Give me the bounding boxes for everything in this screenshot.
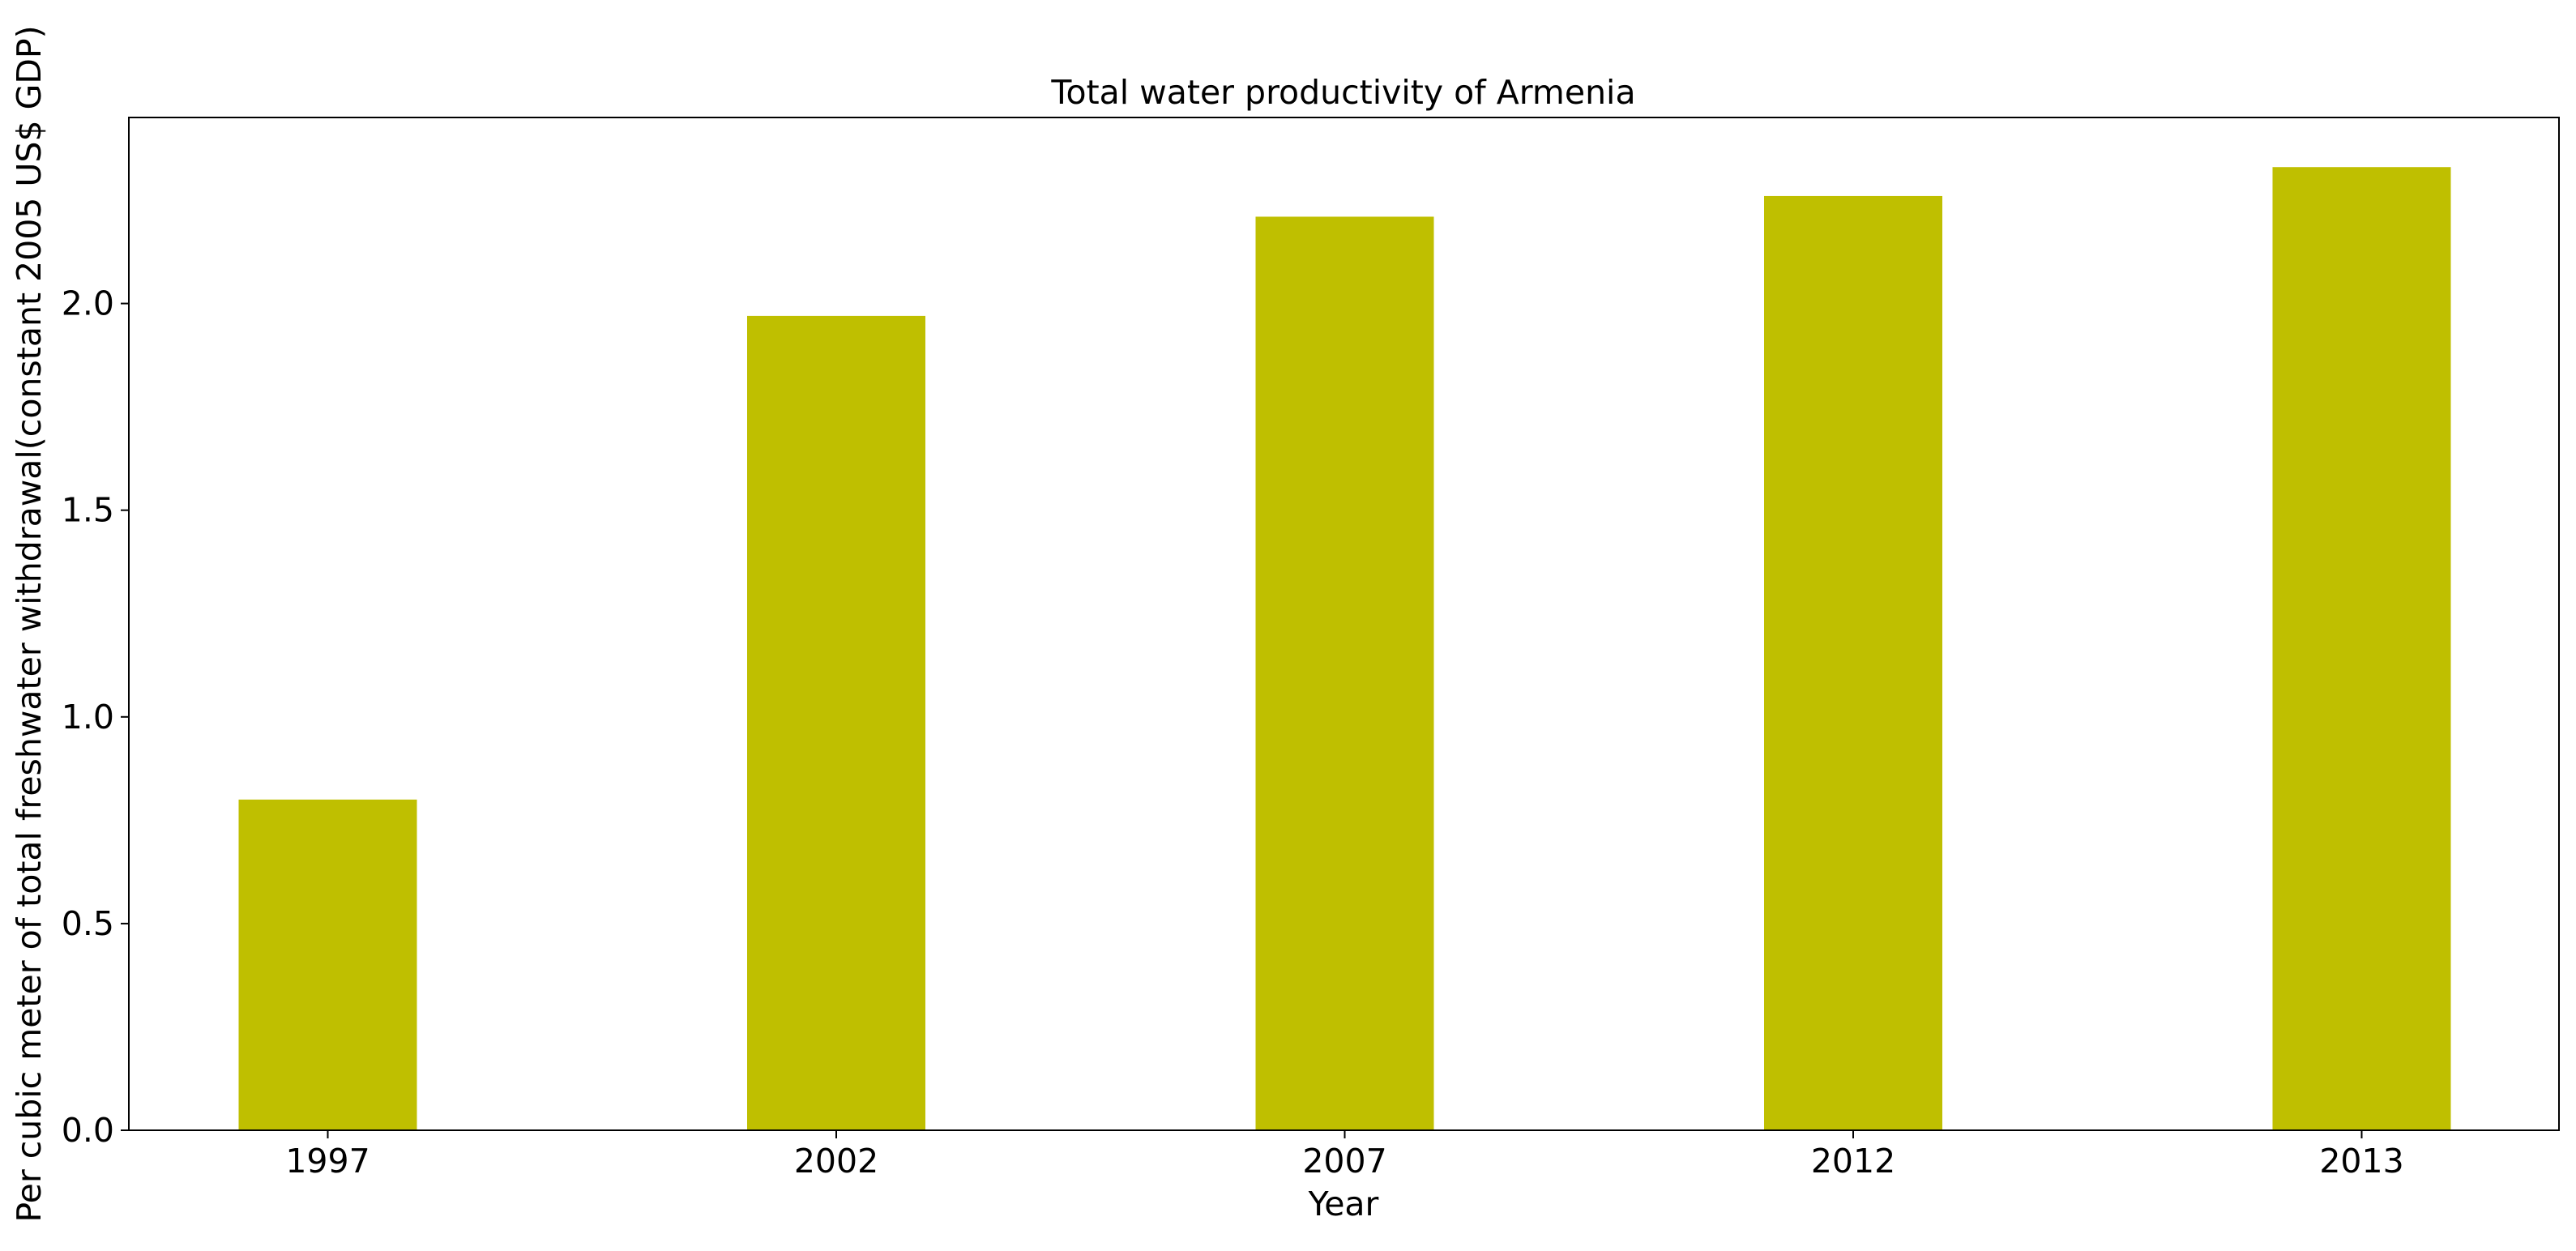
y-tick-label: 2.0 — [62, 284, 114, 323]
plot-area-frame — [128, 117, 2560, 1131]
x-tick-label-2012: 2012 — [1811, 1142, 1895, 1181]
y-axis-label: Per cubic meter of total freshwater with… — [10, 25, 49, 1222]
x-tick-label-1997: 1997 — [285, 1142, 370, 1181]
bar-1997 — [238, 799, 417, 1130]
bar-2007 — [1255, 216, 1434, 1130]
x-tick-label-2002: 2002 — [794, 1142, 878, 1181]
y-tick-label: 1.5 — [62, 491, 114, 530]
y-tick-label: 1.0 — [62, 698, 114, 737]
bar-2012 — [1764, 195, 1942, 1131]
y-axis-ticks: 0.0 0.5 1.0 1.5 2.0 — [62, 284, 129, 1150]
y-tick-label: 0.5 — [62, 904, 114, 943]
x-axis-ticks: 1997 2002 2007 2012 2013 — [285, 1130, 2404, 1181]
x-tick-label-2013: 2013 — [2319, 1142, 2403, 1181]
chart-title: Total water productivity of Armenia — [1050, 73, 1635, 112]
bar-2013 — [2272, 167, 2451, 1130]
x-tick-label-2007: 2007 — [1302, 1142, 1386, 1181]
x-axis-label: Year — [1308, 1185, 1379, 1223]
bar-2002 — [747, 315, 925, 1130]
bars-layer — [238, 167, 2451, 1131]
y-tick-label: 0.0 — [62, 1111, 114, 1150]
